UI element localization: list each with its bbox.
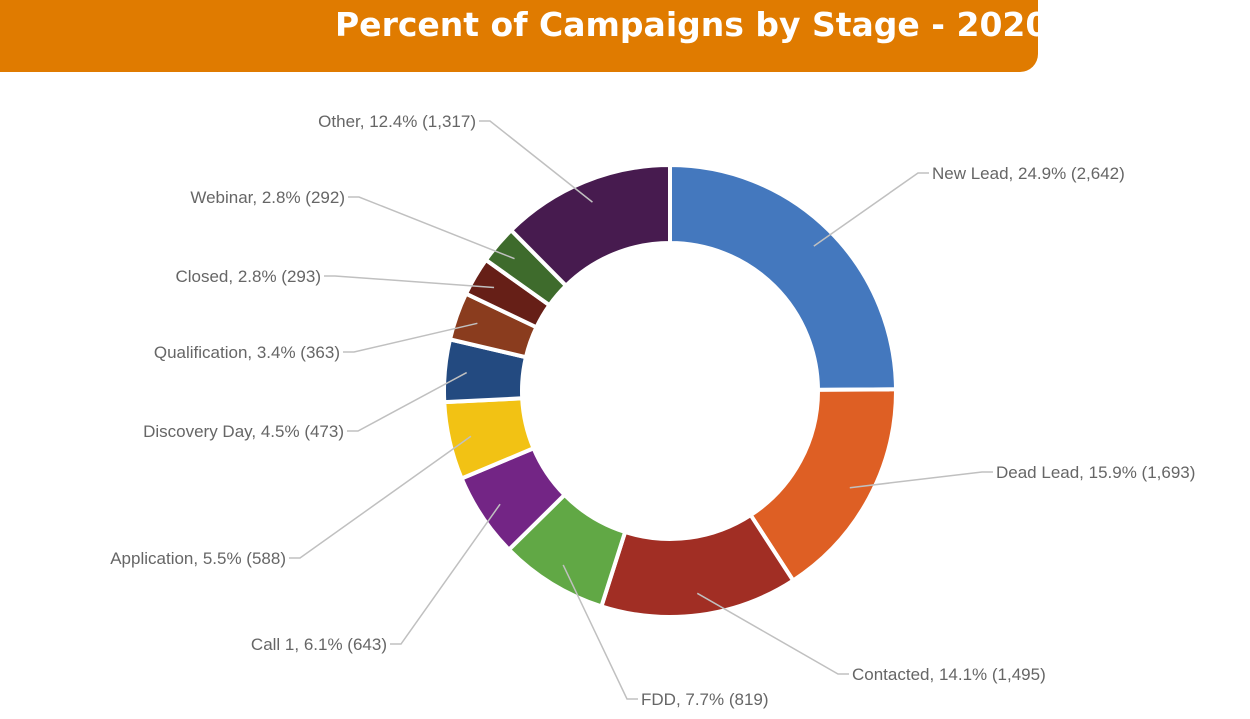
title-bar: Percent of Campaigns by Stage - 2020	[0, 0, 1048, 72]
leader-line-closed	[324, 275, 495, 289]
slice-new-lead[interactable]	[668, 162, 899, 392]
data-label-application: Application, 5.5% (588)	[110, 549, 286, 568]
leader-lines-layer	[289, 120, 993, 700]
leader-line-webinar	[348, 196, 515, 260]
leader-line-other	[479, 120, 593, 203]
leader-line-dead-lead	[849, 471, 993, 489]
data-label-fdd: FDD, 7.7% (819)	[641, 690, 769, 709]
leader-line-call-1	[390, 503, 501, 645]
data-label-closed: Closed, 2.8% (293)	[175, 267, 321, 286]
leader-line-new-lead	[813, 172, 929, 247]
leader-line-fdd	[562, 564, 638, 700]
data-label-other: Other, 12.4% (1,317)	[318, 112, 476, 131]
leader-line-application	[289, 435, 472, 559]
data-label-discovery-day: Discovery Day, 4.5% (473)	[143, 422, 344, 441]
leader-line-discovery-day	[347, 371, 468, 432]
data-label-dead-lead: Dead Lead, 15.9% (1,693)	[996, 463, 1195, 482]
chart-title: Percent of Campaigns by Stage - 2020	[335, 5, 1049, 44]
labels-layer: New Lead, 24.9% (2,642) Dead Lead, 15.9% …	[110, 112, 1195, 709]
data-label-new-lead: New Lead, 24.9% (2,642)	[932, 164, 1125, 183]
data-label-call-1: Call 1, 6.1% (643)	[251, 635, 387, 654]
data-label-qualification: Qualification, 3.4% (363)	[154, 343, 340, 362]
slices-layer	[442, 162, 899, 619]
data-label-webinar: Webinar, 2.8% (292)	[190, 188, 345, 207]
leader-line-qualification	[343, 322, 478, 353]
leader-line-contacted	[696, 592, 849, 675]
slice-other[interactable]	[508, 162, 672, 289]
data-label-contacted: Contacted, 14.1% (1,495)	[852, 665, 1046, 684]
